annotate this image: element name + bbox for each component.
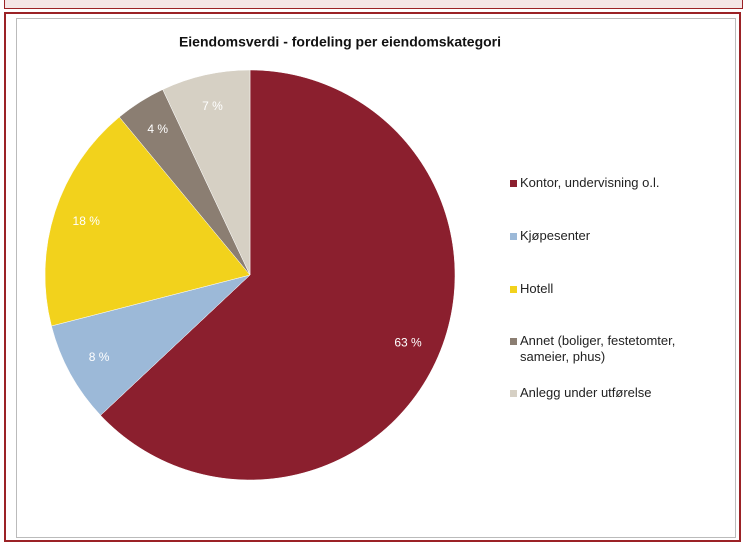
legend-label: Kjøpesenter [520, 228, 591, 243]
pie-slice [162, 69, 251, 276]
legend-swatch [510, 338, 517, 345]
data-label: 63 % [394, 336, 422, 350]
legend-swatch [510, 286, 517, 293]
data-label: 8 % [89, 350, 110, 364]
legend-label: Kontor, undervisning o.l. [520, 175, 660, 190]
top-bar [4, 0, 743, 9]
chart-title: Eiendomsverdi - fordeling per eiendomska… [179, 34, 501, 50]
legend-swatch [510, 390, 517, 397]
legend-item: Hotell [510, 281, 553, 297]
data-label: 18 % [73, 214, 101, 228]
legend-item: Kjøpesenter [510, 228, 590, 244]
pie-slice [51, 274, 251, 416]
legend-label: Anlegg under utførelse [520, 385, 652, 400]
legend-swatch [510, 233, 517, 240]
legend-label: Hotell [520, 281, 554, 296]
data-label: 4 % [147, 122, 168, 136]
legend-item: Anlegg under utførelse [510, 385, 652, 401]
data-label: 7 % [202, 99, 223, 113]
legend-label: Annet (boliger, festetomter, sameier, ph… [520, 333, 676, 364]
legend-item: Kontor, undervisning o.l. [510, 175, 659, 191]
pie-slice [44, 116, 251, 327]
pie-slice [100, 69, 456, 481]
legend-item: Annet (boliger, festetomter, sameier, ph… [510, 333, 725, 365]
legend-swatch [510, 180, 517, 187]
